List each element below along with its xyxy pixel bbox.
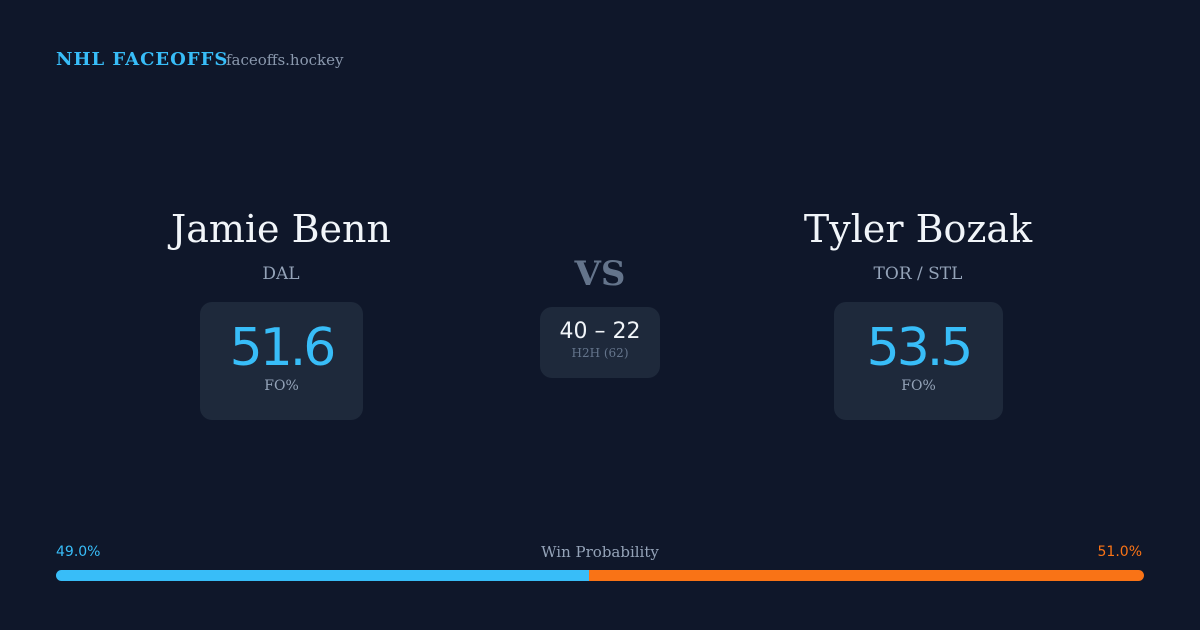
h2h-record: 40 – 22 [559, 319, 641, 344]
left-probability: 49.0% [56, 544, 101, 560]
fo-label: FO% [901, 378, 936, 394]
fo-value: 51.6 [229, 318, 337, 378]
probability-bar [56, 570, 1144, 581]
brand-title: NHL FACEOFFS [56, 49, 229, 70]
probability-title: Win Probability [541, 543, 659, 561]
site-name: faceoffs.hockey [226, 51, 344, 69]
right-segment [589, 570, 1144, 581]
player-name: Jamie Benn [170, 207, 391, 251]
vs-label: VS [574, 254, 626, 294]
player-name: Tyler Bozak [803, 207, 1033, 251]
player-team: DAL [262, 264, 300, 284]
stat-box: 51.6 FO% [200, 302, 363, 420]
right-probability: 51.0% [1097, 544, 1142, 560]
stat-box: 53.5 FO% [834, 302, 1003, 420]
left-segment [56, 570, 590, 581]
h2h-note: H2H (62) [571, 346, 629, 360]
h2h-box: 40 – 22 H2H (62) [540, 307, 660, 378]
fo-label: FO% [264, 378, 299, 394]
fo-value: 53.5 [866, 318, 974, 378]
player-team: TOR / STL [873, 264, 963, 284]
